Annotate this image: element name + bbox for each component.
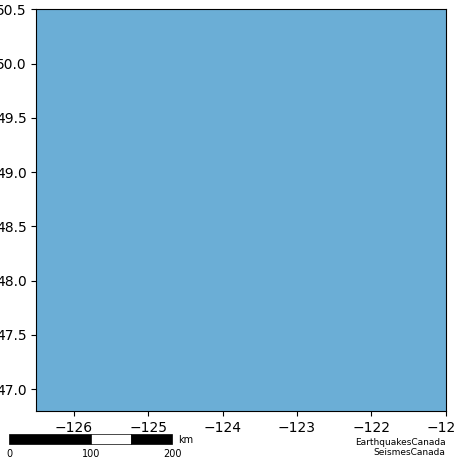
Bar <box>9 434 91 444</box>
Text: 0: 0 <box>6 449 12 459</box>
Bar <box>131 434 172 444</box>
Text: EarthquakesCanada
SeismesCanada: EarthquakesCanada SeismesCanada <box>355 438 445 457</box>
Text: 200: 200 <box>163 449 182 459</box>
Bar <box>91 434 131 444</box>
Text: km: km <box>178 435 193 445</box>
Text: 100: 100 <box>81 449 100 459</box>
